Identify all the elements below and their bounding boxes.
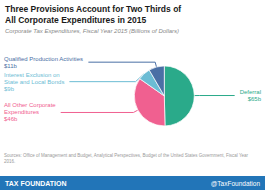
svg-text:TAX FOUNDATION: TAX FOUNDATION — [5, 180, 67, 187]
svg-text:Deferral: Deferral — [240, 89, 261, 95]
svg-text:$9b: $9b — [4, 86, 15, 92]
svg-text:$46b: $46b — [4, 116, 18, 122]
svg-text:Expenditures: Expenditures — [4, 109, 39, 115]
svg-text:$11b: $11b — [4, 63, 18, 69]
svg-text:State and Local Bonds: State and Local Bonds — [4, 79, 64, 85]
svg-text:Interest Exclusion on: Interest Exclusion on — [4, 72, 60, 78]
svg-text:$65b: $65b — [248, 96, 262, 102]
svg-text:2016.: 2016. — [4, 159, 15, 164]
svg-text:Three Provisions Account for T: Three Provisions Account for Two Thirds … — [5, 4, 181, 14]
svg-text:All Corporate Expenditures in: All Corporate Expenditures in 2015 — [5, 15, 147, 25]
svg-text:Qualified Production Activitie: Qualified Production Activities — [4, 56, 83, 62]
svg-text:All Other Corporate: All Other Corporate — [4, 102, 56, 108]
svg-text:Corporate Tax Expenditures, Fi: Corporate Tax Expenditures, Fiscal Year … — [5, 28, 179, 34]
svg-text:Sources: Office of Management: Sources: Office of Management and Budget… — [4, 153, 249, 158]
svg-text:@TaxFoundation: @TaxFoundation — [211, 180, 261, 187]
